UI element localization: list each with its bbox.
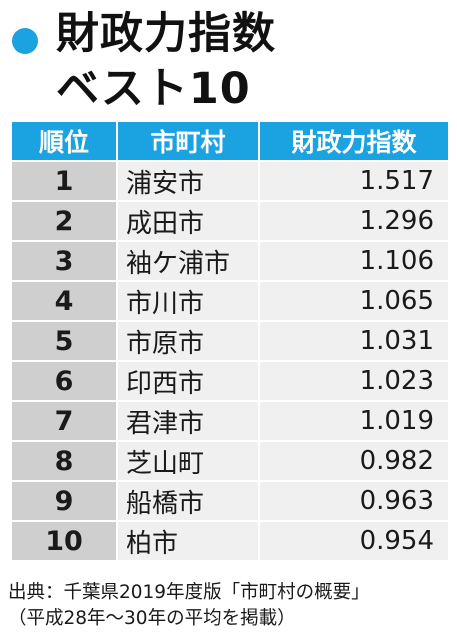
index-cell: 0.954: [258, 520, 450, 562]
index-cell: 0.982: [258, 440, 450, 482]
rank-cell: 5: [10, 320, 118, 362]
header-city: 市町村: [116, 120, 260, 162]
city-cell: 芝山町: [116, 440, 260, 482]
table-row: 6 印西市 1.023: [10, 360, 450, 402]
rank-cell: 10: [10, 520, 118, 562]
city-cell: 成田市: [116, 200, 260, 242]
rank-cell: 1: [10, 160, 118, 202]
index-cell: 1.023: [258, 360, 450, 402]
rank-cell: 7: [10, 400, 118, 442]
city-cell: 袖ケ浦市: [116, 240, 260, 282]
bullet-circle-icon: [12, 28, 38, 54]
header-index: 財政力指数: [258, 120, 450, 162]
table-row: 7 君津市 1.019: [10, 400, 450, 442]
city-cell: 柏市: [116, 520, 260, 562]
rank-cell: 4: [10, 280, 118, 322]
table-row: 4 市川市 1.065: [10, 280, 450, 322]
source-note: 出典：千葉県2019年度版「市町村の概要」: [8, 582, 370, 603]
city-cell: 印西市: [116, 360, 260, 402]
city-cell: 市原市: [116, 320, 260, 362]
table-row: 9 船橋市 0.963: [10, 480, 450, 522]
title-line-2: ベスト10: [56, 64, 251, 114]
index-cell: 1.106: [258, 240, 450, 282]
table-header-row: 順位 市町村 財政力指数: [10, 120, 450, 162]
index-cell: 1.019: [258, 400, 450, 442]
city-cell: 君津市: [116, 400, 260, 442]
table-row: 1 浦安市 1.517: [10, 160, 450, 202]
index-cell: 1.296: [258, 200, 450, 242]
header-rank: 順位: [10, 120, 118, 162]
table-row: 8 芝山町 0.982: [10, 440, 450, 482]
ranking-table: 順位 市町村 財政力指数 1 浦安市 1.517 2 成田市 1.296 3 袖ケ浦市 1.10…: [10, 120, 450, 562]
city-cell: 浦安市: [116, 160, 260, 202]
index-cell: 1.517: [258, 160, 450, 202]
rank-cell: 3: [10, 240, 118, 282]
source-note-period: （平成28年～30年の平均を掲載）: [8, 608, 296, 629]
city-cell: 市川市: [116, 280, 260, 322]
index-cell: 1.031: [258, 320, 450, 362]
table-row: 5 市原市 1.031: [10, 320, 450, 362]
index-cell: 1.065: [258, 280, 450, 322]
city-cell: 船橋市: [116, 480, 260, 522]
index-cell: 0.963: [258, 480, 450, 522]
title-line-1: 財政力指数: [56, 9, 276, 59]
rank-cell: 9: [10, 480, 118, 522]
rank-cell: 8: [10, 440, 118, 482]
table-row: 3 袖ケ浦市 1.106: [10, 240, 450, 282]
rank-cell: 2: [10, 200, 118, 242]
table-row: 2 成田市 1.296: [10, 200, 450, 242]
rank-cell: 6: [10, 360, 118, 402]
table-row: 10 柏市 0.954: [10, 520, 450, 562]
